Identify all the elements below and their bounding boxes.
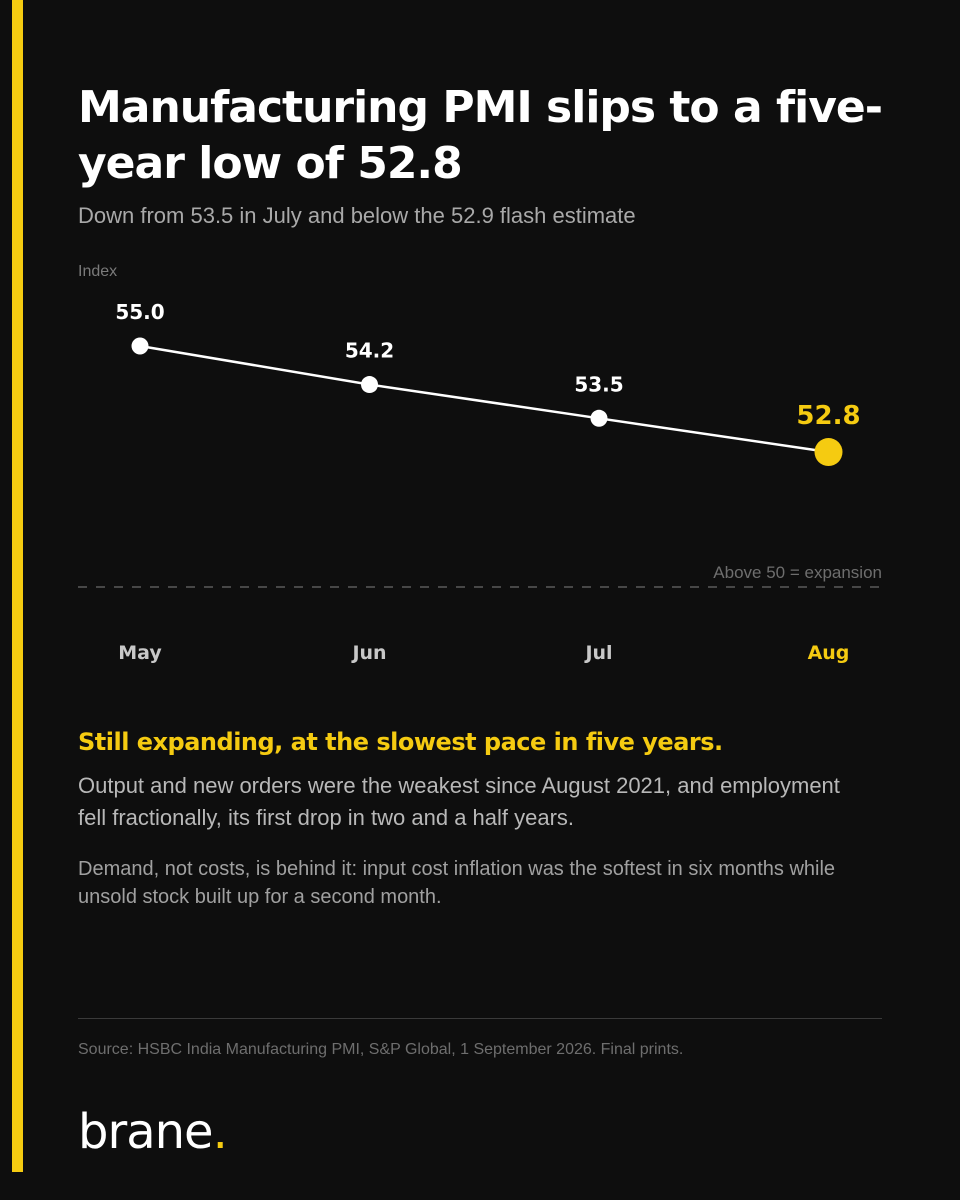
data-label-jul: 53.5	[574, 372, 623, 396]
divider	[78, 1018, 882, 1019]
data-label-may: 55.0	[115, 300, 164, 324]
x-tick-label-may: May	[118, 642, 162, 664]
series-line	[139, 344, 829, 454]
data-point-jun	[361, 376, 378, 394]
pmi-line-chart: Above 50 = expansion 55.0 May 54.2 Jun 53.5 Ju…	[78, 300, 882, 664]
data-point-aug	[814, 438, 843, 467]
brand-name: brane	[78, 1104, 214, 1160]
body-paragraph-2: Demand, not costs, is behind it: input c…	[78, 858, 836, 908]
data-label-aug: 52.8	[796, 401, 860, 431]
y-axis-unit-label: Index	[78, 263, 118, 280]
brand-dot: .	[212, 1104, 228, 1160]
x-tick-label-jun: Jun	[350, 642, 386, 664]
takeaway-headline: Still expanding, at the slowest pace in …	[78, 728, 723, 756]
data-point-jul	[590, 409, 608, 427]
data-point-may	[131, 337, 149, 355]
body-paragraph-1: Output and new orders were the weakest s…	[78, 773, 840, 830]
chart-title: Manufacturing PMI slips to a five-year l…	[78, 82, 883, 189]
source-note: Source: HSBC India Manufacturing PMI, S&…	[78, 1041, 684, 1058]
x-tick-label-jul: Jul	[583, 642, 612, 664]
x-tick-label-aug: Aug	[808, 642, 850, 664]
chart-subtitle: Down from 53.5 in July and below the 52.…	[78, 203, 636, 228]
reference-line-label: Above 50 = expansion	[713, 563, 882, 582]
data-label-jun: 54.2	[345, 339, 394, 363]
accent-bar	[12, 0, 23, 1172]
brand-logo: brane.	[78, 1104, 228, 1160]
